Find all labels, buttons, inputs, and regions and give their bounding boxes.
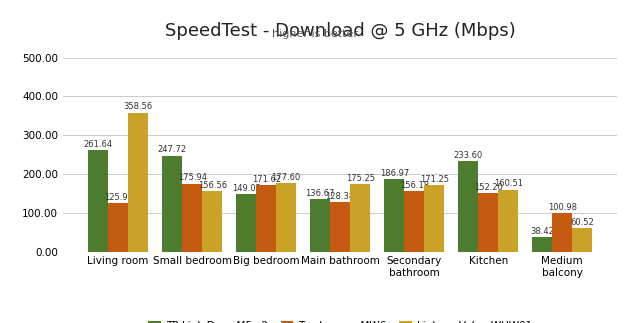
Text: 177.60: 177.60 [272,173,301,182]
Bar [276,183,296,252]
Text: 171.25: 171.25 [420,175,449,184]
Text: 358.56: 358.56 [123,102,153,111]
Bar [532,237,553,252]
Bar [182,183,202,252]
Bar [202,191,222,252]
Text: 60.52: 60.52 [570,218,594,227]
Bar [108,203,128,252]
Bar [330,202,350,252]
Bar [572,228,592,252]
Text: 233.60: 233.60 [454,151,483,160]
Bar [384,179,404,252]
Text: 149.05: 149.05 [232,184,261,193]
Bar [424,185,444,252]
Bar [350,184,370,252]
Text: 128.38: 128.38 [326,192,355,201]
Bar [88,150,108,252]
Text: 186.97: 186.97 [380,169,409,178]
Text: 175.94: 175.94 [178,173,207,182]
Title: SpeedTest - Download @ 5 GHz (Mbps): SpeedTest - Download @ 5 GHz (Mbps) [165,22,515,40]
Bar [478,193,498,252]
Bar [128,112,148,252]
Bar [256,185,276,252]
Text: 247.72: 247.72 [158,145,186,154]
Text: 136.67: 136.67 [306,189,335,198]
Legend: TP-Link Deco M5 v2, Tenda nova MW6, Linksys Velop WHW01: TP-Link Deco M5 v2, Tenda nova MW6, Link… [144,317,536,323]
Text: 261.64: 261.64 [84,140,113,149]
Bar [236,194,256,252]
Text: 156.56: 156.56 [198,181,227,190]
Bar [553,213,572,252]
Bar [404,191,424,252]
Text: 152.20: 152.20 [474,182,503,192]
Text: 175.25: 175.25 [346,174,375,182]
Text: 125.97: 125.97 [104,193,133,202]
Text: 156.18: 156.18 [399,181,429,190]
Text: 160.51: 160.51 [494,179,523,188]
Bar [310,199,330,252]
Text: higher is better: higher is better [272,29,358,39]
Bar [162,156,182,252]
Text: 100.98: 100.98 [547,203,576,212]
Text: 171.62: 171.62 [251,175,281,184]
Text: 38.42: 38.42 [530,227,554,236]
Bar [498,190,518,252]
Bar [458,161,478,252]
